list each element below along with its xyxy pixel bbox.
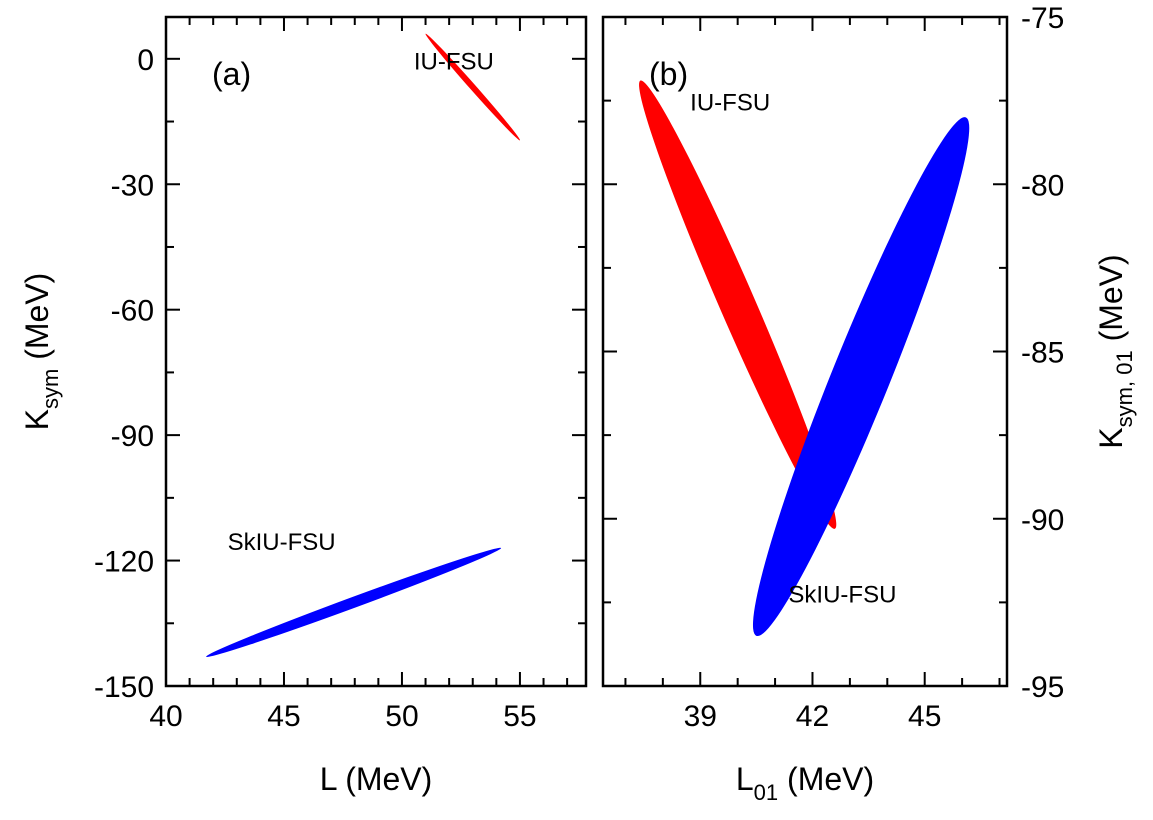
y-tick-label: -75	[1021, 2, 1064, 35]
y-tick-label: -95	[1021, 671, 1064, 704]
x-axis-label: L (MeV)	[320, 761, 433, 797]
y-tick-label: -30	[111, 169, 154, 202]
x-axis-label: L01 (MeV)	[736, 761, 874, 805]
y-axis-label: Ksym (MeV)	[19, 273, 63, 431]
x-tick-label: 55	[503, 700, 536, 733]
y-tick-label: -85	[1021, 337, 1064, 370]
plot-frame	[166, 17, 586, 686]
panel-a: 40 45 50 55 0 -30 -60 -90 -120 -150 (a) IU-FSU SkIU-…	[19, 17, 586, 797]
annotation-skiu-fsu: SkIU-FSU	[788, 581, 896, 608]
panel-label: (a)	[212, 56, 251, 92]
y-tick-label: -90	[1021, 504, 1064, 537]
y-tick-label: -90	[111, 420, 154, 453]
panel-label: (b)	[649, 56, 688, 92]
y-tick-label: 0	[137, 44, 154, 77]
y-tick-label: -150	[94, 671, 154, 704]
x-tick-label: 40	[149, 700, 182, 733]
panel-b: 39 42 45 -75 -80 -85 -90 -95 (b)IU-FSU SkIU-FSU L0…	[603, 2, 1137, 805]
x-tick-label: 45	[267, 700, 300, 733]
y-tick-label: -80	[1021, 169, 1064, 202]
x-tick-label: 50	[385, 700, 418, 733]
x-tick-label: 39	[684, 700, 717, 733]
annotation-iu-fsu: IU-FSU	[690, 90, 770, 117]
x-tick-label: 42	[796, 700, 829, 733]
y-tick-label: -120	[94, 546, 154, 579]
y-tick-label: -60	[111, 295, 154, 328]
ellipse-skiu-fsu	[204, 543, 503, 662]
annotation-skiu-fsu: SkIU-FSU	[228, 529, 336, 556]
y-axis-label: Ksym, 01 (MeV)	[1093, 254, 1137, 448]
annotation-iu-fsu: IU-FSU	[414, 48, 494, 75]
x-tick-label: 45	[908, 700, 941, 733]
